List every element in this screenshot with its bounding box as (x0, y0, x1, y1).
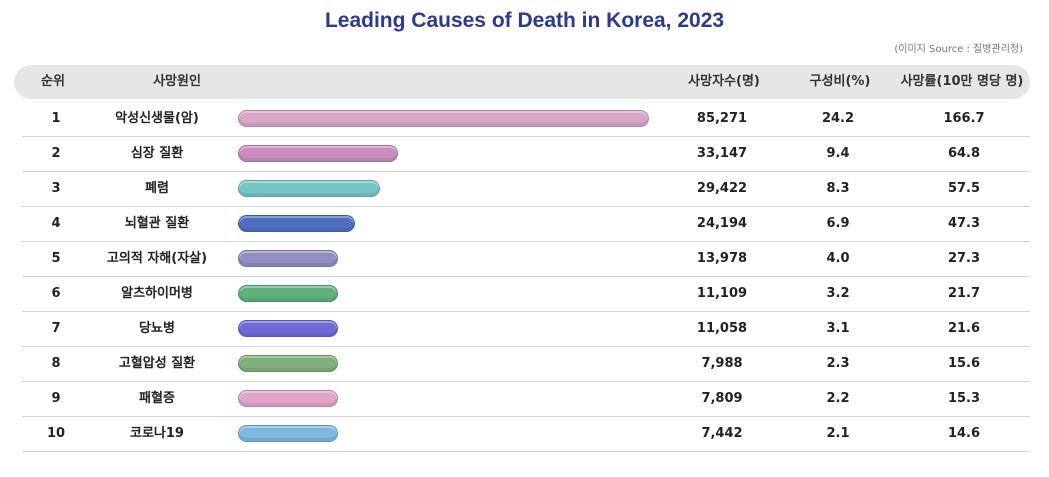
header-cause: 사망원인 (153, 74, 201, 89)
header-rank: 순위 (41, 74, 65, 89)
share-value: 2.1 (826, 426, 850, 441)
cause-label: 고의적 자해(자살) (106, 251, 208, 266)
cause-label: 패혈증 (139, 391, 175, 406)
bar-mark (238, 180, 380, 197)
deaths-value: 29,422 (696, 181, 748, 196)
rate-value: 57.5 (947, 181, 981, 196)
share-value: 24.2 (821, 111, 855, 126)
rate-value: 27.3 (947, 251, 981, 266)
table-header: 순위 사망원인 사망자수(명) 구성비(%) 사망률(10만 명당 명) (14, 65, 1030, 99)
cause-label: 당뇨병 (139, 321, 175, 336)
rank-cell: 3 (51, 181, 61, 196)
share-value: 9.4 (826, 146, 850, 161)
share-value: 4.0 (826, 251, 850, 266)
rank-cell: 9 (51, 391, 61, 406)
rate-value: 64.8 (947, 146, 981, 161)
bar-mark (238, 355, 338, 372)
deaths-value: 7,809 (701, 391, 743, 406)
share-value: 8.3 (826, 181, 850, 196)
rate-value: 47.3 (947, 216, 981, 231)
bar-mark (238, 425, 338, 442)
cause-label: 코로나19 (130, 426, 184, 441)
header-share: 구성비(%) (809, 74, 871, 89)
chart-title: Leading Causes of Death in Korea, 2023 (324, 9, 725, 32)
cause-label: 악성신생물(암) (115, 111, 199, 126)
table-row: 1 악성신생물(암) 85,271 24.2 166.7 (22, 101, 1030, 137)
share-value: 3.1 (826, 321, 850, 336)
table-row: 10 코로나19 7,442 2.1 14.6 (22, 416, 1030, 452)
table-row: 5 고의적 자해(자살) 13,978 4.0 27.3 (22, 241, 1030, 277)
rank-cell: 5 (51, 251, 61, 266)
table-row: 9 패혈증 7,809 2.2 15.3 (22, 381, 1030, 417)
rate-value: 14.6 (947, 426, 981, 441)
source-note: (이미지 Source : 질병관리청) (894, 44, 1023, 55)
header-deaths: 사망자수(명) (688, 74, 760, 89)
table-row: 3 폐렴 29,422 8.3 57.5 (22, 171, 1030, 207)
rank-cell: 6 (51, 286, 61, 301)
bar-mark (238, 215, 355, 232)
rate-value: 15.6 (947, 356, 981, 371)
rate-value: 15.3 (947, 391, 981, 406)
bar-mark (238, 285, 338, 302)
bar-mark (238, 390, 338, 407)
rank-cell: 7 (51, 321, 61, 336)
bar-mark (238, 320, 338, 337)
share-value: 3.2 (826, 286, 850, 301)
bar-mark (238, 110, 649, 127)
rate-value: 21.7 (947, 286, 981, 301)
cause-label: 심장 질환 (130, 146, 184, 161)
deaths-value: 24,194 (696, 216, 748, 231)
deaths-value: 85,271 (696, 111, 748, 126)
share-value: 2.3 (826, 356, 850, 371)
table-row: 4 뇌혈관 질환 24,194 6.9 47.3 (22, 206, 1030, 242)
deaths-value: 7,988 (701, 356, 743, 371)
table-row: 2 심장 질환 33,147 9.4 64.8 (22, 136, 1030, 172)
rank-cell: 2 (51, 146, 61, 161)
cause-label: 폐렴 (145, 181, 169, 196)
share-value: 2.2 (826, 391, 850, 406)
rank-cell: 8 (51, 356, 61, 371)
table-row: 7 당뇨병 11,058 3.1 21.6 (22, 311, 1030, 347)
bar-mark (238, 145, 398, 162)
bar-mark (238, 250, 338, 267)
header-rate: 사망률(10만 명당 명) (900, 74, 1024, 89)
deaths-value: 11,109 (696, 286, 748, 301)
table-row: 8 고혈압성 질환 7,988 2.3 15.6 (22, 346, 1030, 382)
rate-value: 21.6 (947, 321, 981, 336)
share-value: 6.9 (826, 216, 850, 231)
deaths-value: 7,442 (701, 426, 743, 441)
cause-label: 뇌혈관 질환 (124, 216, 190, 231)
deaths-value: 11,058 (696, 321, 748, 336)
rate-value: 166.7 (943, 111, 985, 126)
rank-cell: 4 (51, 216, 61, 231)
cause-label: 고혈압성 질환 (118, 356, 196, 371)
rank-cell: 1 (51, 111, 61, 126)
deaths-value: 13,978 (696, 251, 748, 266)
rank-cell: 10 (46, 426, 66, 441)
deaths-value: 33,147 (696, 146, 748, 161)
cause-label: 알츠하이머병 (121, 286, 193, 301)
table-row: 6 알츠하이머병 11,109 3.2 21.7 (22, 276, 1030, 312)
